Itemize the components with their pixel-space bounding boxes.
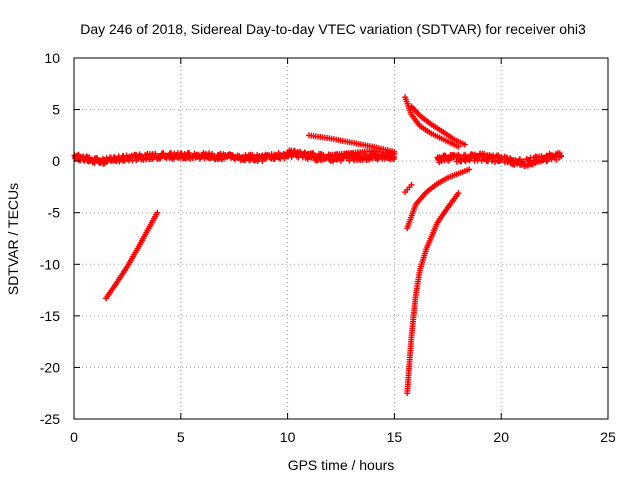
x-axis-label: GPS time / hours bbox=[288, 457, 395, 473]
y-tick-label: 0 bbox=[52, 153, 60, 169]
data-point-main-band-early bbox=[206, 150, 213, 157]
x-tick-label: 0 bbox=[70, 429, 78, 445]
data-point-upper-decay bbox=[455, 143, 462, 150]
data-point-main-band-early bbox=[86, 154, 93, 161]
data-point-late-band bbox=[481, 150, 488, 157]
x-tick-label: 5 bbox=[177, 429, 185, 445]
y-tick-label: -25 bbox=[40, 411, 60, 427]
data-point-main-band-early bbox=[83, 153, 90, 160]
data-point-main-band-early bbox=[91, 160, 98, 167]
axes: 0 5 10 15 20 25 -25 -20 -15 -10 -5 0 5 10 bbox=[40, 50, 616, 445]
data-point-band-10-15 bbox=[310, 150, 317, 157]
data-point-steep-fall-wide bbox=[455, 190, 462, 197]
x-tick-label: 10 bbox=[280, 429, 296, 445]
y-tick-label: -5 bbox=[48, 205, 61, 221]
data-point-late-band bbox=[455, 152, 462, 159]
data-point-isolated-pair bbox=[408, 181, 415, 188]
x-tick-label: 15 bbox=[387, 429, 403, 445]
y-tick-label: -15 bbox=[40, 308, 60, 324]
chart-title: Day 246 of 2018, Sidereal Day-to-day VTE… bbox=[80, 21, 586, 37]
data-point-main-band-early bbox=[203, 150, 210, 157]
data-point-late-band bbox=[491, 159, 498, 166]
data-point-band-10-15 bbox=[309, 150, 316, 157]
data-points bbox=[71, 94, 564, 397]
y-tick-label: 5 bbox=[52, 102, 60, 118]
data-point-main-band-early bbox=[75, 152, 82, 159]
data-point-lower-arc bbox=[391, 150, 398, 157]
data-point-late-band bbox=[516, 156, 523, 163]
y-tick-label: 10 bbox=[44, 50, 60, 66]
data-point-rising-arc bbox=[154, 209, 161, 216]
data-point-flank-arc bbox=[461, 141, 468, 148]
y-axis-label: SDTVAR / TECUs bbox=[5, 183, 21, 295]
y-tick-label: -10 bbox=[40, 256, 60, 272]
data-point-negative-rise bbox=[466, 166, 473, 173]
grid bbox=[74, 58, 608, 419]
plot-frame bbox=[73, 57, 609, 420]
y-tick-label: -20 bbox=[40, 359, 60, 375]
data-point-main-band-early bbox=[160, 150, 167, 157]
x-tick-label: 20 bbox=[493, 429, 509, 445]
x-tick-label: 25 bbox=[600, 429, 616, 445]
data-point-late-band bbox=[557, 152, 564, 159]
